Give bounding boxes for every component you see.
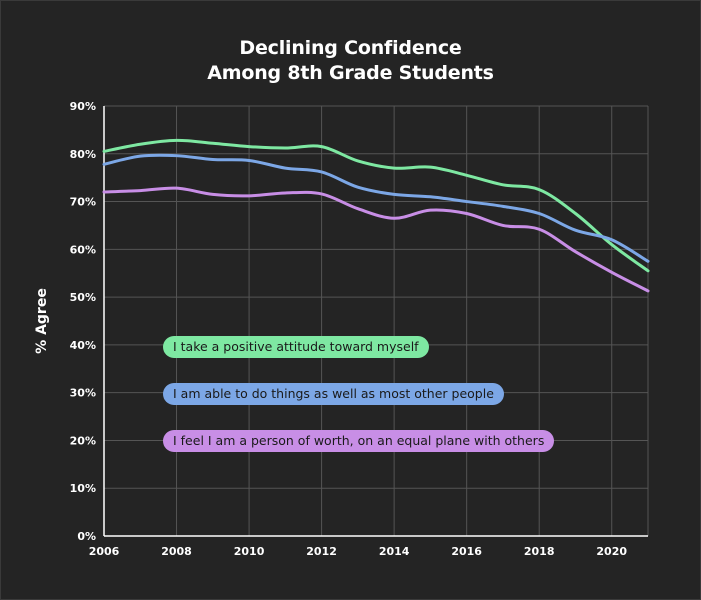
y-tick-label: 10%: [70, 482, 96, 495]
x-tick-label: 2016: [451, 545, 482, 558]
legend-item-person-of-worth: I feel I am a person of worth, on an equ…: [163, 430, 555, 452]
series-line-able-to-do-things: [102, 153, 650, 263]
x-tick-label: 2020: [596, 545, 627, 558]
chart-title-line-2: Among 8th Grade Students: [207, 62, 494, 84]
series-line-person-of-worth: [102, 186, 650, 293]
chart-title: Declining Confidence Among 8th Grade Stu…: [0, 36, 701, 86]
x-tick-label: 2006: [89, 545, 120, 558]
grid-lines: [103, 105, 649, 537]
y-tick-label: 40%: [70, 339, 96, 352]
y-tick-label: 60%: [70, 243, 96, 256]
x-tick-label: 2010: [234, 545, 265, 558]
series-line-positive-attitude: [102, 138, 650, 273]
y-axis-label: % Agree: [34, 288, 50, 354]
y-tick-label: 50%: [70, 291, 96, 304]
x-axis-ticks: 2006 2008 2010 2012 2014 2016 2018 2020: [89, 545, 628, 558]
y-tick-label: 30%: [70, 387, 96, 400]
legend-item-positive-attitude: I take a positive attitude toward myself: [163, 336, 429, 358]
chart-title-line-1: Declining Confidence: [239, 37, 462, 59]
series-lines: [102, 138, 650, 293]
y-axis-ticks: 0% 10% 20% 30% 40% 50% 60% 70% 80% 90%: [70, 100, 96, 543]
y-tick-label: 80%: [70, 148, 96, 161]
legend-item-able-to-do-things: I am able to do things as well as most o…: [163, 383, 504, 405]
x-tick-label: 2008: [161, 545, 192, 558]
y-tick-label: 70%: [70, 196, 96, 209]
x-tick-label: 2014: [379, 545, 410, 558]
y-tick-label: 90%: [70, 100, 96, 113]
x-tick-label: 2018: [524, 545, 555, 558]
x-tick-label: 2012: [306, 545, 337, 558]
y-tick-label: 0%: [77, 530, 96, 543]
y-tick-label: 20%: [70, 434, 96, 447]
axes: [103, 106, 648, 537]
